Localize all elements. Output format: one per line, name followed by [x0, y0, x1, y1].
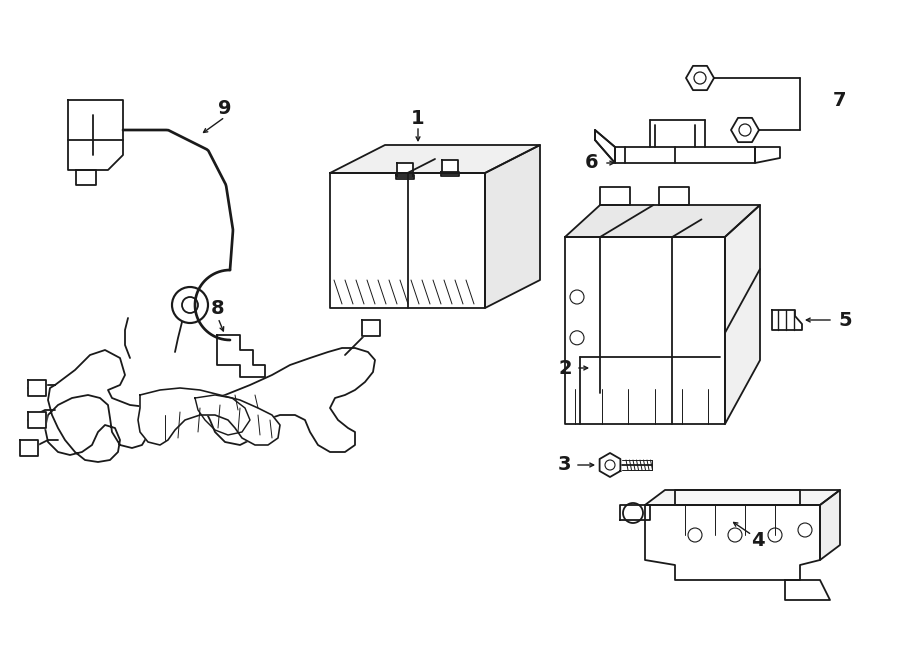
- Polygon shape: [442, 160, 458, 174]
- Polygon shape: [615, 147, 755, 163]
- Polygon shape: [28, 412, 46, 428]
- Polygon shape: [599, 453, 620, 477]
- Text: 2: 2: [558, 359, 572, 377]
- Polygon shape: [397, 163, 413, 177]
- Polygon shape: [20, 440, 38, 456]
- Polygon shape: [565, 237, 725, 424]
- Polygon shape: [686, 66, 714, 90]
- Polygon shape: [785, 580, 830, 600]
- Text: 9: 9: [218, 99, 232, 117]
- Polygon shape: [330, 173, 485, 308]
- Polygon shape: [565, 205, 760, 237]
- Polygon shape: [675, 490, 800, 505]
- Polygon shape: [330, 145, 540, 173]
- Polygon shape: [362, 320, 380, 336]
- Polygon shape: [731, 118, 759, 142]
- Polygon shape: [441, 172, 459, 176]
- Polygon shape: [595, 130, 615, 163]
- Polygon shape: [724, 205, 760, 424]
- Text: 1: 1: [411, 109, 425, 128]
- Polygon shape: [45, 348, 375, 462]
- Polygon shape: [645, 505, 820, 580]
- Polygon shape: [217, 335, 265, 377]
- Polygon shape: [28, 380, 46, 396]
- Text: 4: 4: [752, 530, 765, 549]
- Polygon shape: [68, 100, 123, 170]
- Text: 3: 3: [557, 455, 571, 475]
- Polygon shape: [772, 310, 802, 330]
- Polygon shape: [820, 490, 840, 560]
- Polygon shape: [620, 505, 650, 520]
- Polygon shape: [485, 145, 540, 308]
- Polygon shape: [659, 187, 688, 205]
- Polygon shape: [76, 170, 96, 185]
- Polygon shape: [600, 187, 630, 205]
- Polygon shape: [396, 175, 414, 179]
- Text: 8: 8: [212, 299, 225, 318]
- Text: 7: 7: [833, 91, 847, 109]
- Polygon shape: [755, 147, 780, 163]
- Polygon shape: [645, 490, 840, 505]
- Polygon shape: [138, 388, 280, 445]
- Text: 5: 5: [838, 310, 851, 330]
- Text: 6: 6: [585, 154, 598, 173]
